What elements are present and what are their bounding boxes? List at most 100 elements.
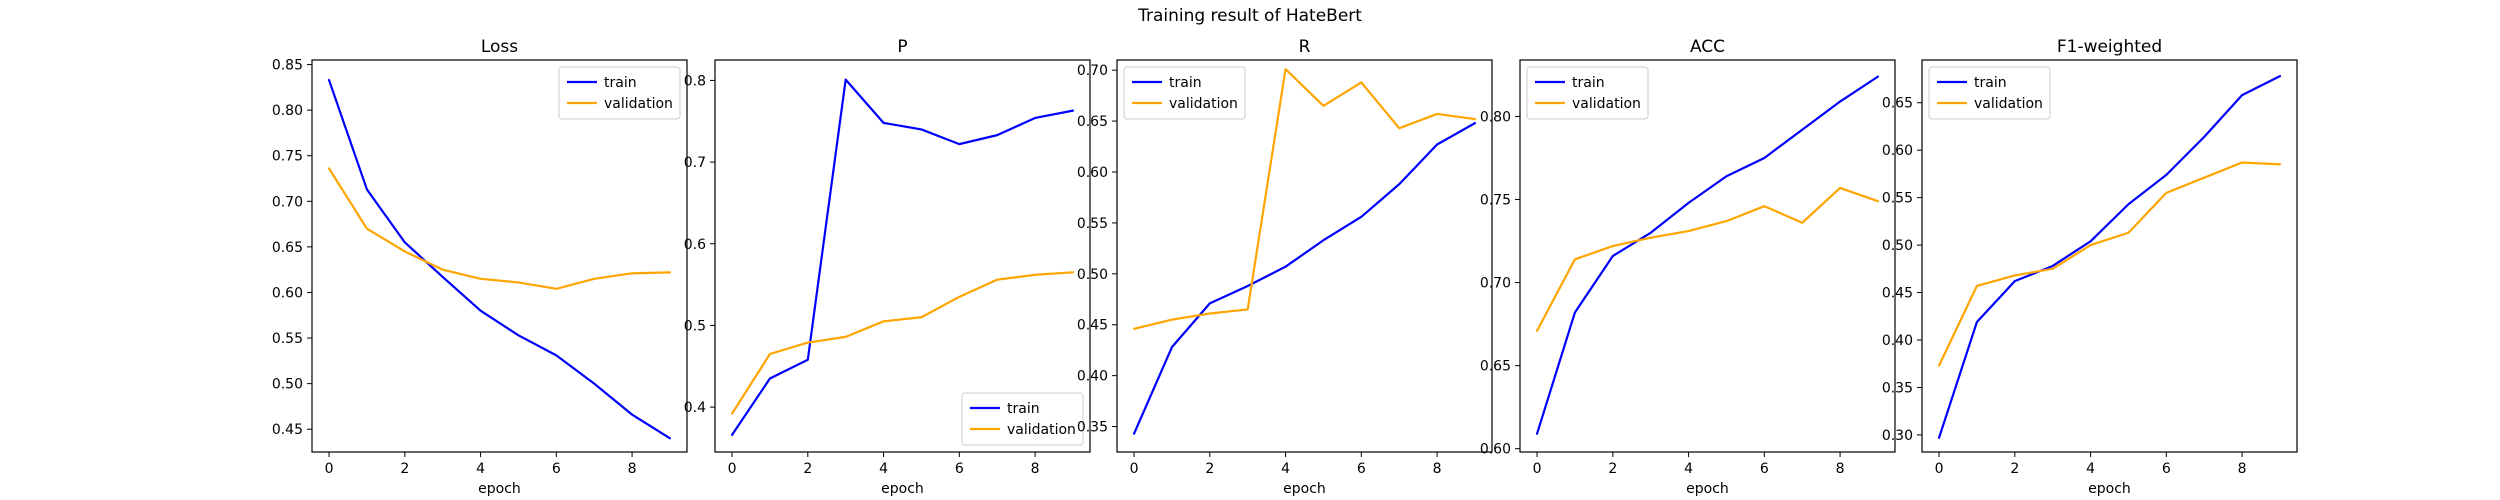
y-tick-label: 0.85: [272, 58, 303, 74]
y-tick-label: 0.40: [1882, 333, 1913, 349]
x-tick-label: 2: [1205, 461, 1214, 477]
legend-label-train: train: [1169, 75, 1202, 91]
y-tick-label: 0.65: [1077, 114, 1108, 130]
series-line-validation: [1535, 186, 1880, 332]
y-tick-label: 0.60: [1480, 442, 1511, 458]
subplot-title: P: [897, 37, 907, 57]
y-tick-label: 0.55: [272, 331, 303, 347]
y-tick-label: 0.6: [684, 237, 706, 253]
series-line-train: [327, 78, 672, 440]
subplot-title: F1-weighted: [2057, 37, 2162, 57]
x-tick-label: 2: [803, 461, 812, 477]
y-tick-label: 0.70: [1480, 276, 1511, 292]
series-line-train: [1132, 122, 1477, 435]
x-tick-label: 4: [879, 461, 888, 477]
legend-label-validation: validation: [1169, 96, 1238, 112]
x-tick-label: 4: [2086, 461, 2095, 477]
series-line-validation: [1132, 68, 1477, 330]
series-line-validation: [730, 271, 1075, 415]
x-tick-label: 0: [1935, 461, 1944, 477]
y-tick-label: 0.35: [1882, 380, 1913, 396]
x-tick-label: 8: [1433, 461, 1442, 477]
legend-box: [1526, 66, 1649, 120]
y-tick-label: 0.40: [1077, 369, 1108, 385]
legend-label-train: train: [1974, 75, 2007, 91]
x-tick-label: 2: [1608, 461, 1617, 477]
y-tick-label: 0.7: [684, 155, 706, 171]
y-tick-label: 0.60: [1882, 143, 1913, 159]
legend-box: [961, 392, 1084, 446]
legend-label-train: train: [604, 75, 637, 91]
legend-label-train: train: [1007, 401, 1040, 417]
x-tick-label: 2: [2010, 461, 2019, 477]
x-axis-label: epoch: [1283, 481, 1326, 497]
y-tick-label: 0.35: [1077, 420, 1108, 436]
legend: train validation: [1123, 66, 1246, 120]
y-tick-label: 0.80: [272, 103, 303, 119]
x-tick-label: 8: [628, 461, 637, 477]
series-line-validation: [327, 167, 672, 290]
subplot-title: R: [1299, 37, 1311, 57]
x-axis-label: epoch: [2088, 481, 2131, 497]
x-tick-label: 4: [1684, 461, 1693, 477]
y-tick-label: 0.50: [1077, 267, 1108, 283]
x-tick-label: 4: [1281, 461, 1290, 477]
y-tick-label: 0.60: [272, 285, 303, 301]
subplot-p: P 0 2 4 6 8 epoch 0.4 0.5 0.6 0.7 0.8 train validatio…: [684, 37, 1091, 497]
y-tick-label: 0.80: [1480, 109, 1511, 125]
x-axis-label: epoch: [1686, 481, 1729, 497]
y-tick-label: 0.45: [1882, 286, 1913, 302]
x-tick-label: 4: [476, 461, 485, 477]
x-tick-label: 2: [400, 461, 409, 477]
legend-label-train: train: [1572, 75, 1605, 91]
x-tick-label: 0: [325, 461, 334, 477]
series-line-train: [1937, 75, 2282, 439]
y-tick-label: 0.50: [272, 377, 303, 393]
x-tick-label: 6: [2162, 461, 2171, 477]
subplot-title: ACC: [1690, 37, 1725, 57]
x-tick-label: 6: [1760, 461, 1769, 477]
legend-label-validation: validation: [1572, 96, 1641, 112]
y-tick-label: 0.50: [1882, 238, 1913, 254]
y-tick-label: 0.45: [272, 422, 303, 438]
y-tick-label: 0.70: [1077, 63, 1108, 79]
series-line-train: [730, 78, 1075, 436]
x-tick-label: 8: [1031, 461, 1040, 477]
y-tick-label: 0.70: [272, 194, 303, 210]
y-tick-label: 0.30: [1882, 428, 1913, 444]
series-line-validation: [1937, 161, 2282, 367]
plot-frame: [311, 59, 688, 453]
plot-frame: [1519, 59, 1896, 453]
x-tick-label: 6: [1357, 461, 1366, 477]
legend-box: [558, 66, 681, 120]
x-axis-label: epoch: [881, 481, 924, 497]
legend: train validation: [1526, 66, 1649, 120]
subplot-title: Loss: [481, 37, 518, 57]
y-tick-label: 0.65: [1480, 359, 1511, 375]
y-tick-label: 0.75: [272, 149, 303, 165]
legend-box: [1123, 66, 1246, 120]
plot-frame: [1116, 59, 1493, 453]
legend: train validation: [1928, 66, 2051, 120]
figure-title: Training result of HateBert: [1138, 6, 1362, 26]
y-tick-label: 0.65: [272, 240, 303, 256]
plot-frame: [714, 59, 1091, 453]
y-tick-label: 0.75: [1480, 193, 1511, 209]
series-line-train: [1535, 75, 1880, 435]
legend-label-validation: validation: [1974, 96, 2043, 112]
x-tick-label: 6: [955, 461, 964, 477]
subplot-loss: Loss 0 2 4 6 8 epoch 0.45 0.50 0.55 0.60 0.65 0.70 0.…: [272, 37, 688, 497]
legend: train validation: [961, 392, 1084, 446]
y-tick-label: 0.60: [1077, 165, 1108, 181]
x-axis-label: epoch: [478, 481, 521, 497]
y-tick-label: 0.65: [1882, 96, 1913, 112]
legend: train validation: [558, 66, 681, 120]
y-tick-label: 0.8: [684, 73, 706, 89]
x-tick-label: 0: [1130, 461, 1139, 477]
y-tick-label: 0.5: [684, 318, 706, 334]
x-tick-label: 8: [2238, 461, 2247, 477]
legend-label-validation: validation: [1007, 422, 1076, 438]
x-tick-label: 8: [1836, 461, 1845, 477]
y-tick-label: 0.45: [1077, 318, 1108, 334]
